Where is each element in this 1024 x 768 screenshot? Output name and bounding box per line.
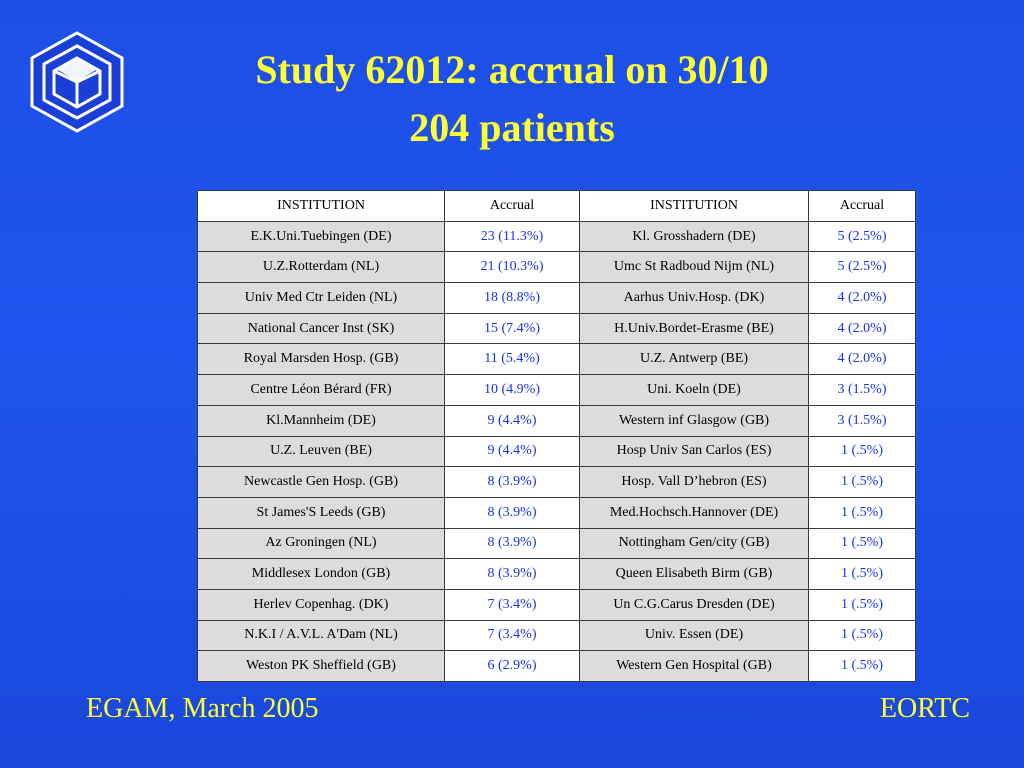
accrual-cell: 11 (5.4%) xyxy=(444,343,580,376)
column-header-accrual: Accrual xyxy=(808,190,916,222)
table-row: Az Groningen (NL) 8 (3.9%) Nottingham Gen/… xyxy=(197,527,916,560)
institution-cell: N.K.I / A.V.L. A'Dam (NL) xyxy=(197,619,445,652)
institution-cell: Weston PK Sheffield (GB) xyxy=(197,650,445,682)
accrual-cell: 8 (3.9%) xyxy=(444,496,580,529)
institution-cell: Western Gen Hospital (GB) xyxy=(579,650,809,682)
institution-cell: St James'S Leeds (GB) xyxy=(197,496,445,529)
institution-cell: Queen Elisabeth Birm (GB) xyxy=(579,558,809,590)
accrual-cell: 9 (4.4%) xyxy=(444,435,580,468)
institution-cell: Med.Hochsch.Hannover (DE) xyxy=(579,496,809,529)
table-row: Middlesex London (GB) 8 (3.9%) Queen Elisa… xyxy=(197,558,916,590)
institution-cell: Western inf Glasgow (GB) xyxy=(579,404,809,437)
accrual-cell: 7 (3.4%) xyxy=(444,588,580,621)
footer-event: EGAM, March 2005 xyxy=(86,693,319,724)
institution-cell: Kl. Grosshadern (DE) xyxy=(579,220,809,253)
institution-cell: Univ Med Ctr Leiden (NL) xyxy=(197,282,445,314)
table-row: St James'S Leeds (GB) 8 (3.9%) Med.Hochsch… xyxy=(197,496,916,529)
institution-cell: Herlev Copenhag. (DK) xyxy=(197,588,445,621)
slide-subtitle: 204 patients xyxy=(409,105,615,150)
accrual-cell: 8 (3.9%) xyxy=(444,466,580,498)
table-row: Univ Med Ctr Leiden (NL) 18 (8.8%) Aarhus … xyxy=(197,282,916,314)
accrual-cell: 1 (.5%) xyxy=(808,496,916,529)
institution-cell: U.Z.Rotterdam (NL) xyxy=(197,251,445,284)
institution-cell: Aarhus Univ.Hosp. (DK) xyxy=(579,282,809,314)
accrual-cell: 4 (2.0%) xyxy=(808,282,916,314)
accrual-cell: 1 (.5%) xyxy=(808,527,916,560)
table-row: Herlev Copenhag. (DK) 7 (3.4%) Un C.G.Caru… xyxy=(197,588,916,621)
institution-cell: U.Z. Leuven (BE) xyxy=(197,435,445,468)
accrual-cell: 21 (10.3%) xyxy=(444,251,580,284)
institution-cell: Middlesex London (GB) xyxy=(197,558,445,590)
accrual-cell: 15 (7.4%) xyxy=(444,312,580,345)
table-row: Kl.Mannheim (DE) 9 (4.4%) Western inf Glas… xyxy=(197,404,916,437)
institution-cell: Un C.G.Carus Dresden (DE) xyxy=(579,588,809,621)
institution-cell: Umc St Radboud Nijm (NL) xyxy=(579,251,809,284)
column-header-accrual: Accrual xyxy=(444,190,580,222)
accrual-cell: 1 (.5%) xyxy=(808,588,916,621)
table-row: Centre Léon Bérard (FR) 10 (4.9%) Uni. Koe… xyxy=(197,374,916,406)
accrual-cell: 8 (3.9%) xyxy=(444,527,580,560)
accrual-cell: 1 (.5%) xyxy=(808,466,916,498)
eortc-logo-icon xyxy=(30,31,124,133)
table-row: E.K.Uni.Tuebingen (DE) 23 (11.3%) Kl. Gros… xyxy=(197,220,916,253)
institution-cell: Hosp Univ San Carlos (ES) xyxy=(579,435,809,468)
accrual-cell: 1 (.5%) xyxy=(808,650,916,682)
institution-cell: National Cancer Inst (SK) xyxy=(197,312,445,345)
accrual-cell: 4 (2.0%) xyxy=(808,343,916,376)
institution-cell: Univ. Essen (DE) xyxy=(579,619,809,652)
accrual-cell: 9 (4.4%) xyxy=(444,404,580,437)
column-header-institution: INSTITUTION xyxy=(579,190,809,222)
accrual-cell: 1 (.5%) xyxy=(808,619,916,652)
institution-cell: U.Z. Antwerp (BE) xyxy=(579,343,809,376)
table-body: E.K.Uni.Tuebingen (DE) 23 (11.3%) Kl. Gros… xyxy=(197,220,916,682)
accrual-cell: 4 (2.0%) xyxy=(808,312,916,345)
table-row: Royal Marsden Hosp. (GB) 11 (5.4%) U.Z. An… xyxy=(197,343,916,376)
slide-title: Study 62012: accrual on 30/10 xyxy=(255,47,769,92)
institution-cell: Hosp. Vall D’hebron (ES) xyxy=(579,466,809,498)
accrual-cell: 23 (11.3%) xyxy=(444,220,580,253)
table-row: N.K.I / A.V.L. A'Dam (NL) 7 (3.4%) Univ. E… xyxy=(197,619,916,652)
institution-cell: E.K.Uni.Tuebingen (DE) xyxy=(197,220,445,253)
accrual-cell: 7 (3.4%) xyxy=(444,619,580,652)
accrual-cell: 8 (3.9%) xyxy=(444,558,580,590)
accrual-cell: 1 (.5%) xyxy=(808,558,916,590)
institution-cell: Nottingham Gen/city (GB) xyxy=(579,527,809,560)
table-row: U.Z.Rotterdam (NL) 21 (10.3%) Umc St Radbo… xyxy=(197,251,916,284)
table-row: Newcastle Gen Hosp. (GB) 8 (3.9%) Hosp. Va… xyxy=(197,466,916,498)
accrual-cell: 10 (4.9%) xyxy=(444,374,580,406)
institution-cell: Az Groningen (NL) xyxy=(197,527,445,560)
accrual-cell: 6 (2.9%) xyxy=(444,650,580,682)
footer-organization: EORTC xyxy=(879,693,970,724)
table-row: National Cancer Inst (SK) 15 (7.4%) H.Univ… xyxy=(197,312,916,345)
table-row: U.Z. Leuven (BE) 9 (4.4%) Hosp Univ San Ca… xyxy=(197,435,916,468)
institution-cell: Centre Léon Bérard (FR) xyxy=(197,374,445,406)
institution-cell: Newcastle Gen Hosp. (GB) xyxy=(197,466,445,498)
accrual-cell: 1 (.5%) xyxy=(808,435,916,468)
accrual-cell: 5 (2.5%) xyxy=(808,220,916,253)
table-row: Weston PK Sheffield (GB) 6 (2.9%) Western … xyxy=(197,650,916,682)
accrual-table: INSTITUTION Accrual INSTITUTION Accrual … xyxy=(197,190,916,682)
institution-cell: Uni. Koeln (DE) xyxy=(579,374,809,406)
accrual-cell: 3 (1.5%) xyxy=(808,374,916,406)
table-header-row: INSTITUTION Accrual INSTITUTION Accrual xyxy=(197,190,916,222)
institution-cell: Royal Marsden Hosp. (GB) xyxy=(197,343,445,376)
accrual-cell: 5 (2.5%) xyxy=(808,251,916,284)
column-header-institution: INSTITUTION xyxy=(197,190,445,222)
institution-cell: Kl.Mannheim (DE) xyxy=(197,404,445,437)
accrual-cell: 3 (1.5%) xyxy=(808,404,916,437)
institution-cell: H.Univ.Bordet-Erasme (BE) xyxy=(579,312,809,345)
accrual-cell: 18 (8.8%) xyxy=(444,282,580,314)
